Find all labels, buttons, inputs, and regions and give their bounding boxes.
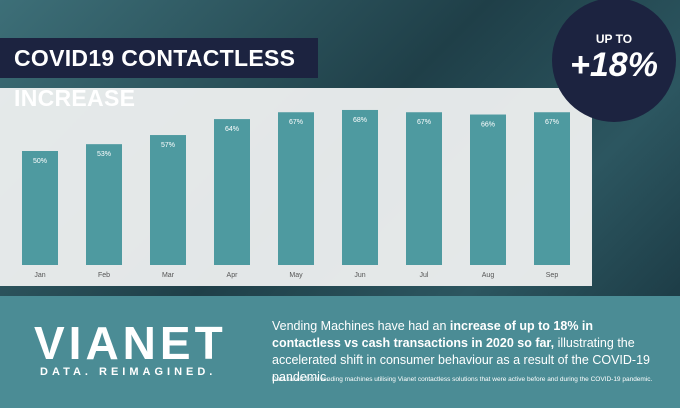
data-label: 53% bbox=[97, 151, 111, 158]
data-label: 67% bbox=[545, 119, 559, 126]
chart: Jan 50% Feb 53% Mar 57% Apr 64% May 67% Jun 68% Jul 6… bbox=[0, 88, 592, 286]
bar bbox=[150, 135, 186, 265]
bar bbox=[342, 109, 378, 266]
x-tick-label: Aug bbox=[482, 272, 495, 279]
x-tick-label: Mar bbox=[162, 272, 175, 279]
text: illustrating the accelerated shift in co… bbox=[272, 336, 650, 384]
text: Vending Machines have had an bbox=[272, 319, 450, 333]
footer-panel: VIANET DATA. REIMAGINED. Vending Machine… bbox=[0, 296, 680, 408]
tagline: DATA. REIMAGINED. bbox=[40, 366, 217, 378]
bar bbox=[470, 114, 506, 265]
data-label: 67% bbox=[289, 119, 303, 126]
badge-value: +18% bbox=[570, 46, 658, 84]
emphasis: increase of up to 18% in contactless vs … bbox=[272, 319, 594, 350]
x-tick-label: May bbox=[289, 272, 303, 279]
data-label: 66% bbox=[481, 121, 495, 128]
data-label: 57% bbox=[161, 142, 175, 149]
data-label: 68% bbox=[353, 117, 367, 124]
description: Vending Machines have had an increase of… bbox=[272, 318, 662, 386]
logo: VIANET bbox=[34, 317, 227, 369]
bar bbox=[406, 112, 442, 266]
bar bbox=[86, 144, 122, 265]
x-tick-label: Sep bbox=[546, 272, 559, 279]
badge-label: UP TO bbox=[595, 32, 633, 46]
bar bbox=[278, 112, 314, 266]
x-tick-label: Jan bbox=[34, 272, 45, 279]
data-label: 50% bbox=[33, 158, 47, 165]
footnote: Data taken from vending machines utilisi… bbox=[272, 376, 653, 383]
x-tick-label: Feb bbox=[98, 272, 110, 279]
x-tick-label: Jul bbox=[420, 272, 429, 279]
bar bbox=[534, 112, 570, 266]
x-tick-label: Jun bbox=[354, 272, 365, 279]
badge: UP TO +18% bbox=[552, 0, 676, 122]
x-tick-label: Apr bbox=[227, 272, 239, 279]
bar bbox=[214, 119, 250, 265]
chart-title: COVID19 CONTACTLESS INCREASE bbox=[0, 38, 318, 111]
data-label: 64% bbox=[225, 126, 239, 133]
data-label: 67% bbox=[417, 119, 431, 126]
bar bbox=[22, 151, 58, 265]
